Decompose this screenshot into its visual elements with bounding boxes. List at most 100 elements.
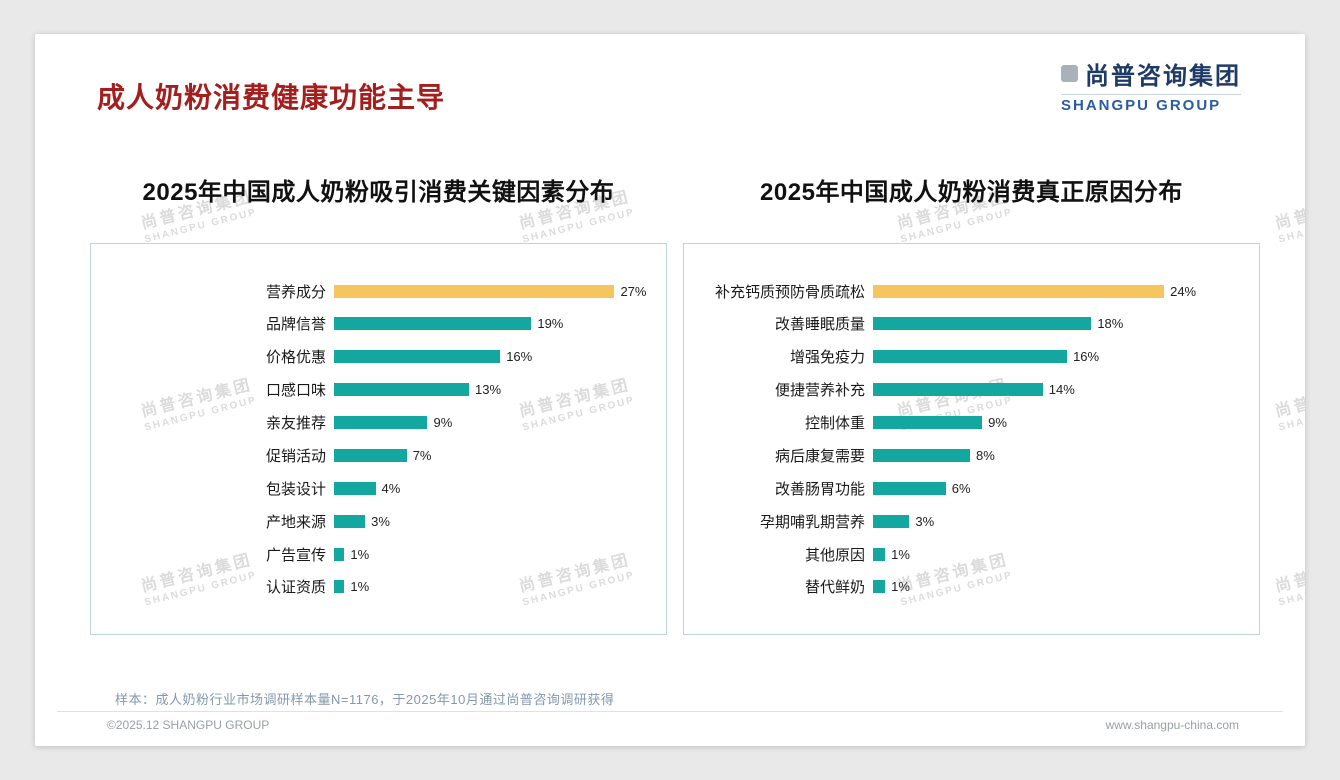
bar-track: 9% <box>334 415 656 430</box>
bar-value-label: 16% <box>1073 349 1100 365</box>
bar-category-label: 促销活动 <box>265 447 326 465</box>
bar <box>334 284 615 298</box>
chart-plot-area-right: 补充钙质预防骨质疏松 24% 改善睡眠质量 18% 增强免疫力 16% 便捷营养补充 14% 控… <box>683 243 1260 635</box>
bar-value-label: 3% <box>915 513 935 529</box>
bar-value-label: 8% <box>976 447 995 463</box>
bar-value-label: 24% <box>1170 283 1197 299</box>
logo-divider <box>1061 94 1241 95</box>
bar-track: 8% <box>873 448 1249 463</box>
bar-value-label: 6% <box>951 480 971 496</box>
chart-real-reasons: 2025年中国成人奶粉消费真正原因分布 补充钙质预防骨质疏松 24% 改善睡眠质量 1… <box>683 172 1260 635</box>
bar-track: 19% <box>334 316 656 331</box>
bar-row: 口感口味 13% <box>101 377 656 403</box>
copyright-text: ©2025.12 SHANGPU GROUP <box>107 718 270 732</box>
logo: 尚普咨询集团 SHANGPU GROUP <box>1061 56 1241 114</box>
bar-category-label: 营养成分 <box>265 283 326 301</box>
bar <box>334 481 376 495</box>
bar-row: 产地来源 3% <box>101 508 656 534</box>
bar-row: 广告宣传 1% <box>101 541 656 567</box>
bar <box>334 448 407 462</box>
chart-plot-area-left: 营养成分 27% 品牌信誉 19% 价格优惠 16% 口感口味 13% 亲友推荐 9% 促销活动 7%… <box>90 243 667 635</box>
bar-row: 促销活动 7% <box>101 442 656 468</box>
bar-value-label: 13% <box>475 382 502 398</box>
bar-track: 1% <box>873 547 1249 562</box>
bar-track: 3% <box>334 514 656 529</box>
bar-value-label: 14% <box>1048 382 1075 398</box>
bar-category-label: 其他原因 <box>804 546 865 564</box>
bar-row: 便捷营养补充 14% <box>694 377 1249 403</box>
bar-row: 替代鲜奶 1% <box>694 574 1249 600</box>
footer-divider <box>57 711 1283 712</box>
bar-row: 营养成分 27% <box>101 278 656 304</box>
bar-row: 控制体重 9% <box>694 410 1249 436</box>
bar-category-label: 改善肠胃功能 <box>774 480 865 498</box>
bar-category-label: 口感口味 <box>265 382 326 400</box>
page-title: 成人奶粉消费健康功能主导 <box>97 82 446 113</box>
bar-track: 16% <box>334 349 656 364</box>
bar <box>873 514 910 528</box>
bar <box>873 317 1092 331</box>
bar-track: 24% <box>873 284 1249 299</box>
bar-row: 价格优惠 16% <box>101 344 656 370</box>
bar-value-label: 9% <box>988 415 1007 430</box>
bar <box>334 580 345 594</box>
bar <box>873 383 1043 397</box>
bar-category-label: 控制体重 <box>804 415 865 432</box>
logo-text-cn: 尚普咨询集团 <box>1085 63 1241 90</box>
bar-track: 16% <box>873 349 1249 364</box>
bar-category-label: 改善睡眠质量 <box>774 316 865 334</box>
bar <box>334 350 501 364</box>
bar-row: 改善肠胃功能 6% <box>694 475 1249 501</box>
bar <box>873 416 983 429</box>
bar-value-label: 7% <box>412 447 432 463</box>
bar-track: 27% <box>334 284 656 299</box>
bar-value-label: 18% <box>1097 316 1124 332</box>
bar-track: 18% <box>873 316 1249 331</box>
bar-category-label: 认证资质 <box>265 579 326 597</box>
bar-row: 改善睡眠质量 18% <box>694 311 1249 337</box>
bar-category-label: 病后康复需要 <box>774 447 865 465</box>
sample-note: 样本：成人奶粉行业市场调研样本量N=1176，于2025年10月通过尚普咨询调研… <box>115 692 615 707</box>
bar-category-label: 替代鲜奶 <box>804 579 865 597</box>
bar <box>334 416 428 429</box>
bar-value-label: 1% <box>891 546 910 562</box>
bar <box>334 383 470 397</box>
bar-category-label: 亲友推荐 <box>265 415 326 432</box>
slide: 尚普咨询集团 SHANGPU GROUP 尚普咨询集团 SHANGPU GROUP 尚普… <box>35 34 1305 746</box>
bar <box>873 350 1068 364</box>
chart-key-factors: 2025年中国成人奶粉吸引消费关键因素分布 营养成分 27% 品牌信誉 19% 价格优惠… <box>90 172 667 635</box>
bar-track: 7% <box>334 448 656 463</box>
bar-track: 13% <box>334 382 656 397</box>
bar-row: 补充钙质预防骨质疏松 24% <box>694 278 1249 304</box>
bar-track: 9% <box>873 415 1249 430</box>
bar-category-label: 品牌信誉 <box>265 316 326 334</box>
bar-category-label: 产地来源 <box>265 513 326 531</box>
bar-value-label: 1% <box>350 546 370 562</box>
bar-row: 品牌信誉 19% <box>101 311 656 337</box>
bar-value-label: 1% <box>891 579 910 595</box>
chart-title-left: 2025年中国成人奶粉吸引消费关键因素分布 <box>142 179 615 206</box>
bar-track: 14% <box>873 382 1249 397</box>
bar-value-label: 3% <box>371 513 390 529</box>
bar-track: 3% <box>873 514 1249 529</box>
bar <box>334 514 366 528</box>
bar-track: 1% <box>873 579 1249 594</box>
logo-mark-icon <box>1061 65 1078 82</box>
bar-row: 增强免疫力 16% <box>694 344 1249 370</box>
bar-category-label: 孕期哺乳期营养 <box>759 513 865 531</box>
bar-track: 6% <box>873 481 1249 496</box>
bar <box>334 547 345 561</box>
bar <box>873 448 971 462</box>
bar-category-label: 补充钙质预防骨质疏松 <box>714 283 865 301</box>
bar-value-label: 9% <box>433 415 453 430</box>
bar-category-label: 包装设计 <box>265 480 326 498</box>
charts-area: 2025年中国成人奶粉吸引消费关键因素分布 营养成分 27% 品牌信誉 19% 价格优惠… <box>90 172 1260 635</box>
bar-track: 1% <box>334 579 656 594</box>
bar-row: 亲友推荐 9% <box>101 410 656 436</box>
bar-row: 认证资质 1% <box>101 574 656 600</box>
website-text: www.shangpu-china.com <box>1105 718 1239 732</box>
bar-category-label: 便捷营养补充 <box>774 382 865 400</box>
